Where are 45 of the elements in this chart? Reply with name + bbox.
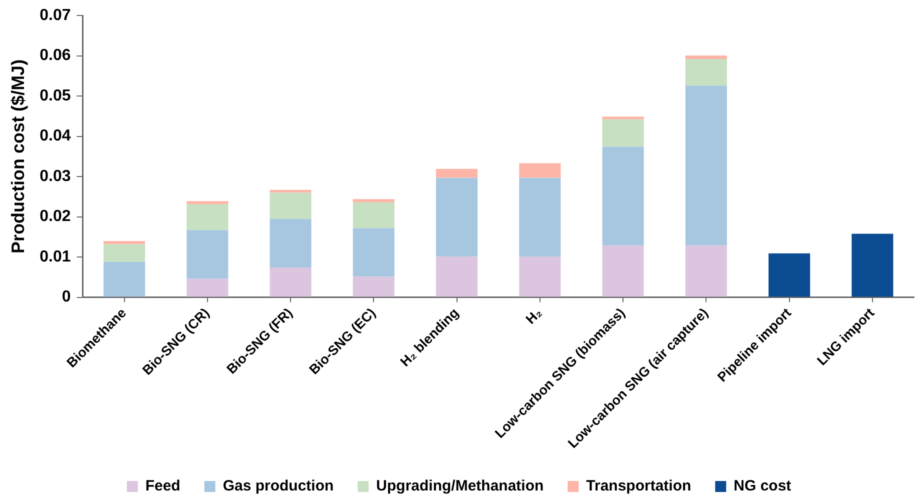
bar <box>685 86 727 246</box>
bar <box>602 116 644 120</box>
bar <box>270 268 312 297</box>
x-tick-label: H₂ <box>522 305 545 327</box>
y-tick-label: 0.07 <box>40 7 71 24</box>
bar <box>352 276 394 297</box>
bar <box>270 192 312 219</box>
y-axis-title: Production cost ($/MJ) <box>8 59 28 254</box>
y-tick-label: 0.05 <box>40 87 71 104</box>
y-tick-label: 0.06 <box>40 47 71 64</box>
bar <box>186 230 228 279</box>
bar <box>685 245 727 297</box>
bar <box>436 178 478 257</box>
legend-label: Feed <box>145 478 180 495</box>
bar <box>852 234 894 297</box>
bar <box>436 168 478 178</box>
bar <box>602 146 644 246</box>
bar <box>104 240 146 244</box>
bar <box>270 218 312 268</box>
bar <box>602 245 644 297</box>
legend-label: Upgrading/Methanation <box>376 478 544 495</box>
legend-label: Transportation <box>586 478 692 495</box>
bar <box>186 204 228 230</box>
bar <box>352 202 394 228</box>
bar <box>519 163 561 178</box>
y-tick-label: 0 <box>62 288 71 306</box>
bar <box>104 262 146 297</box>
bar <box>519 178 561 257</box>
bar <box>436 256 478 297</box>
bar <box>602 119 644 147</box>
bar <box>768 253 810 297</box>
y-tick-label: 0.03 <box>40 168 71 185</box>
y-tick-label: 0.02 <box>40 208 71 226</box>
legend-label: Gas production <box>222 478 334 495</box>
bar <box>186 201 228 204</box>
bar <box>685 55 727 60</box>
bar <box>104 244 146 262</box>
bar <box>352 228 394 277</box>
bar <box>519 256 561 297</box>
legend-label: NG cost <box>734 478 792 495</box>
bar <box>352 199 394 202</box>
bar <box>186 278 228 297</box>
bar <box>685 59 727 86</box>
y-tick-label: 0.01 <box>40 248 71 266</box>
y-tick-label: 0.04 <box>40 128 71 145</box>
